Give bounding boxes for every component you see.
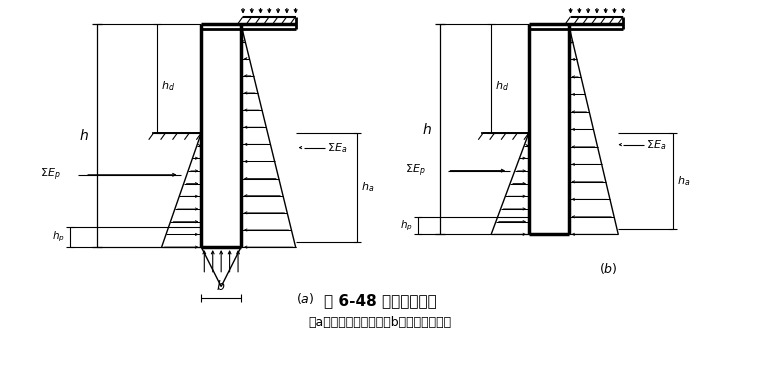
Text: $h_a$: $h_a$ (677, 174, 690, 188)
Text: $\Sigma E_a$: $\Sigma E_a$ (646, 138, 667, 152)
Text: $(a)$: $(a)$ (296, 291, 315, 306)
Text: 图 6-48 水泥土围护墙: 图 6-48 水泥土围护墙 (324, 293, 436, 308)
Text: $h_d$: $h_d$ (160, 80, 175, 93)
Text: $h_a$: $h_a$ (361, 180, 375, 194)
Text: $(b)$: $(b)$ (599, 261, 618, 276)
Text: $\Sigma E_p$: $\Sigma E_p$ (405, 162, 426, 179)
Text: （a）砂土及碎石土；（b）粘性土及粉土: （a）砂土及碎石土；（b）粘性土及粉土 (309, 317, 451, 329)
Text: $h$: $h$ (422, 122, 432, 137)
Text: $b$: $b$ (217, 279, 226, 293)
Text: $\Sigma E_p$: $\Sigma E_p$ (40, 167, 61, 183)
Text: $\Sigma E_a$: $\Sigma E_a$ (328, 141, 347, 155)
Text: $h$: $h$ (79, 128, 89, 143)
Text: $h_p$: $h_p$ (400, 218, 413, 233)
Text: $h_p$: $h_p$ (52, 230, 65, 244)
Text: $h_d$: $h_d$ (496, 80, 509, 93)
